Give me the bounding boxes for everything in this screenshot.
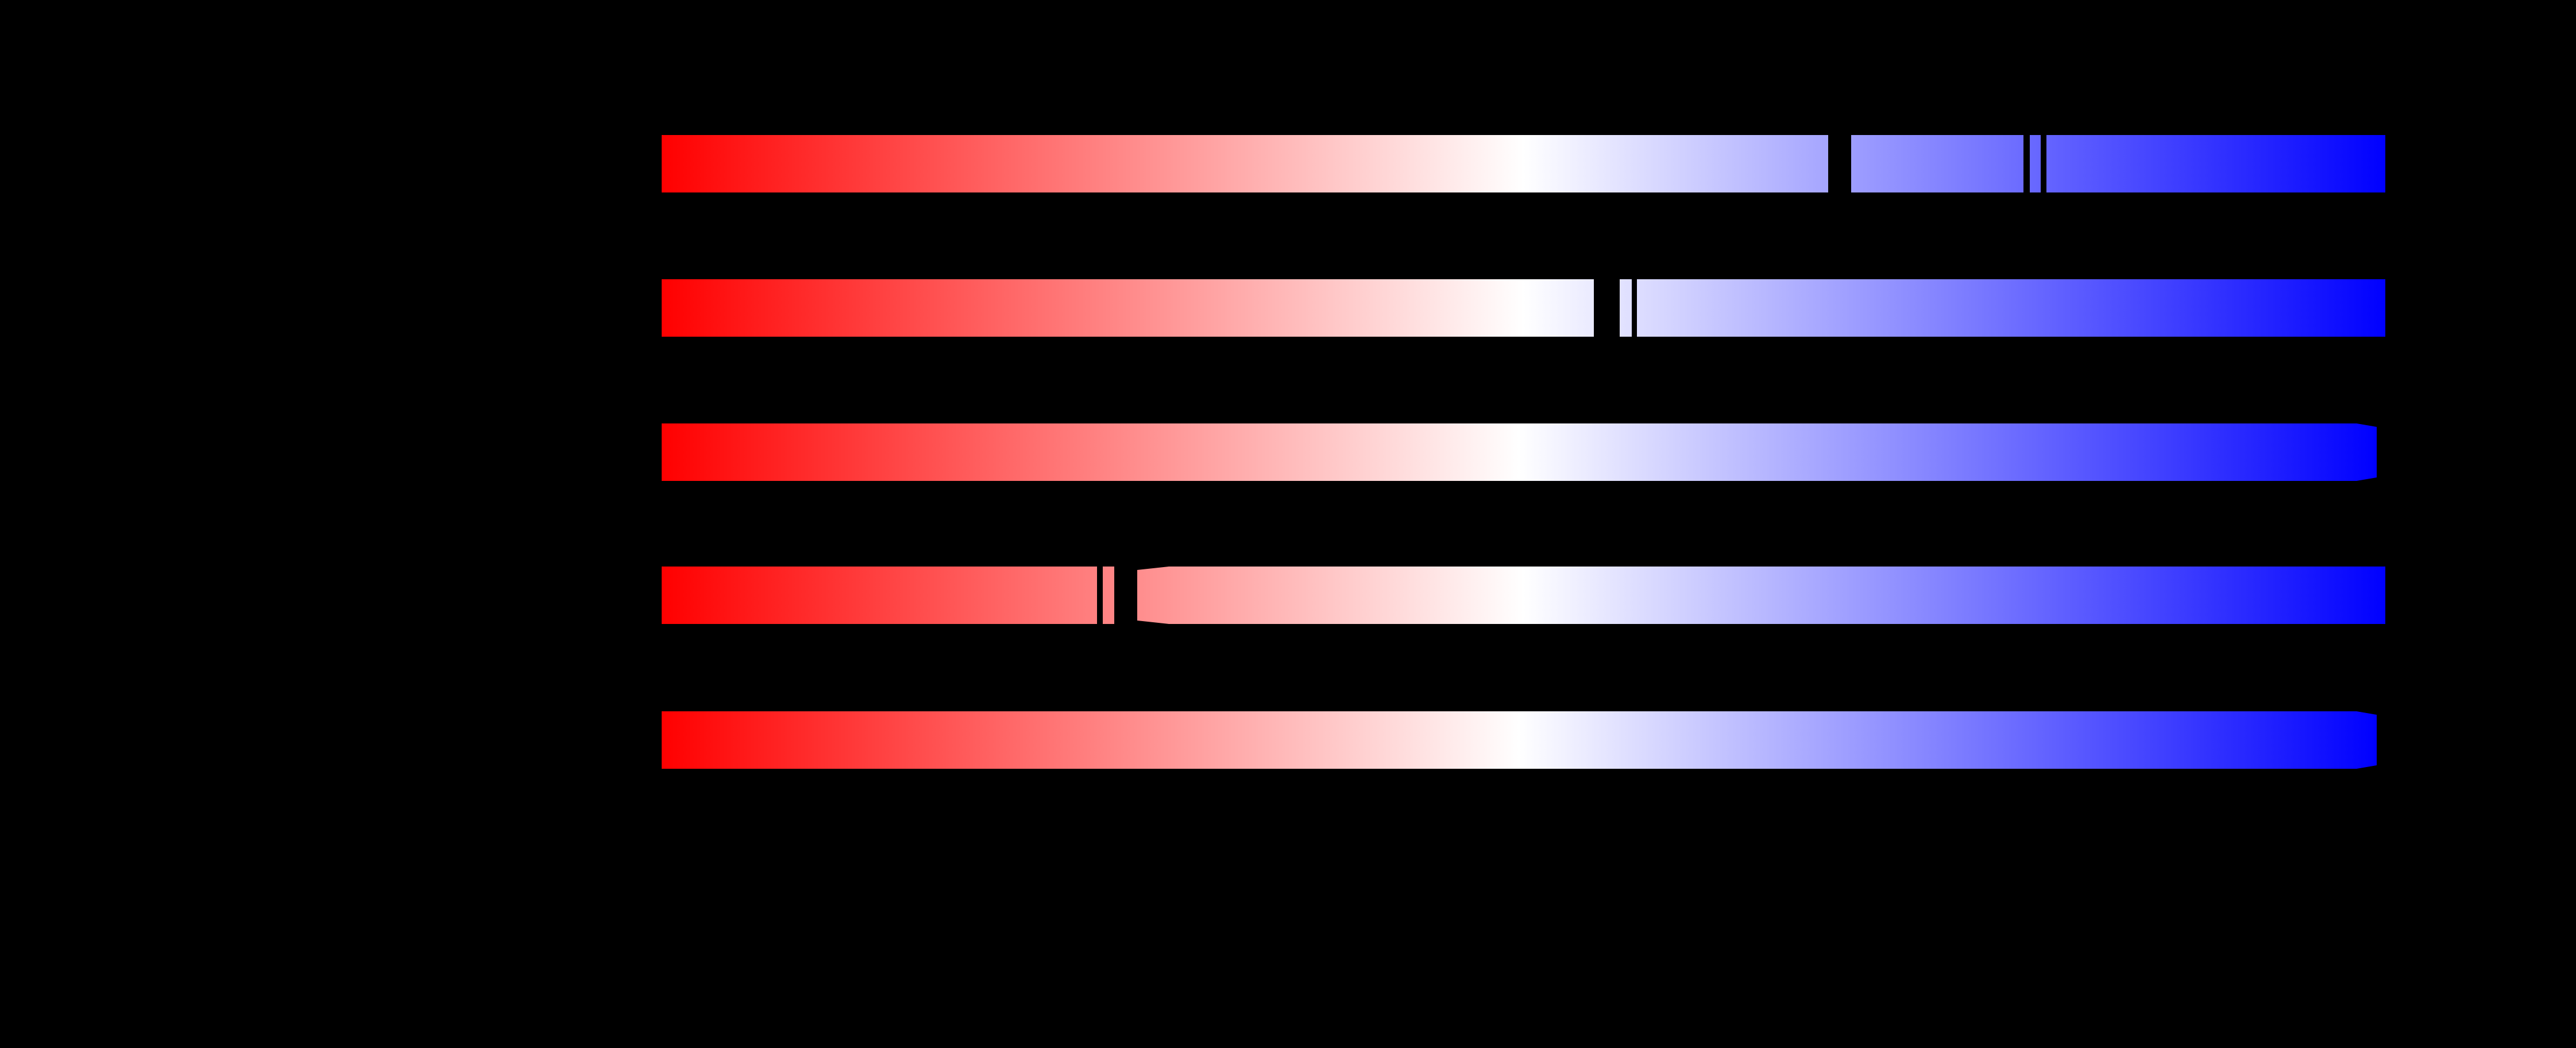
- gradient-track-5: [662, 711, 2377, 769]
- gradient-track-2: [662, 279, 2385, 337]
- track-4-gap: [1097, 567, 1103, 624]
- track-2-gap: [1594, 279, 1620, 337]
- gradient-track-4: [662, 567, 2385, 624]
- track-1-gap: [2041, 135, 2046, 192]
- gradient-track-3: [662, 423, 2377, 481]
- track-2-gap: [1632, 279, 1637, 337]
- track-1-gap: [1828, 135, 1851, 192]
- track-1-gap: [2023, 135, 2030, 192]
- gradient-track-1: [662, 135, 2385, 192]
- track-4-gap: [1114, 567, 1169, 624]
